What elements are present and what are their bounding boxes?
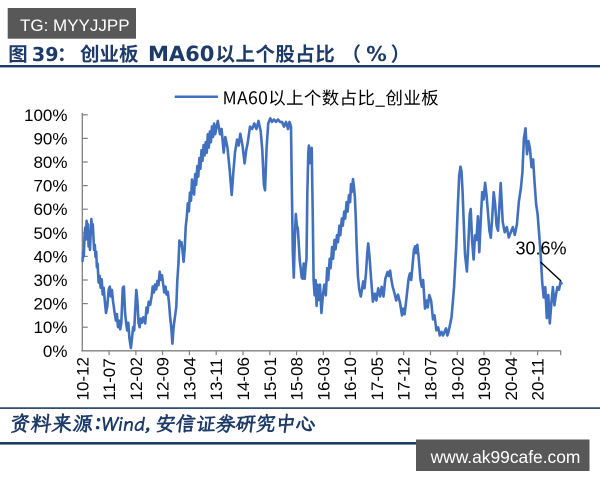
svg-text:15-01: 15-01 <box>261 357 280 400</box>
svg-text:50%: 50% <box>33 224 67 243</box>
svg-text:11-07: 11-07 <box>100 358 119 400</box>
svg-text:16-03: 16-03 <box>314 357 333 400</box>
svg-text:20%: 20% <box>33 295 67 314</box>
svg-text:10-12: 10-12 <box>73 357 92 400</box>
svg-text:17-12: 17-12 <box>395 357 414 400</box>
svg-text:12-02: 12-02 <box>127 357 146 400</box>
svg-text:16-10: 16-10 <box>341 357 360 400</box>
svg-text:70%: 70% <box>33 177 67 196</box>
svg-text:20-04: 20-04 <box>502 357 521 400</box>
svg-text:60%: 60% <box>33 200 67 219</box>
svg-text:www.ak99cafe.com: www.ak99cafe.com <box>430 447 581 467</box>
svg-text:19-09: 19-09 <box>475 357 494 400</box>
svg-text:17-05: 17-05 <box>368 357 387 400</box>
svg-text:30%: 30% <box>33 271 67 290</box>
svg-text:90%: 90% <box>33 129 67 148</box>
svg-text:14-06: 14-06 <box>234 357 253 400</box>
svg-text:30.6%: 30.6% <box>516 239 567 259</box>
svg-text:18-07: 18-07 <box>422 357 441 400</box>
svg-text:40%: 40% <box>33 247 67 266</box>
svg-text:13-04: 13-04 <box>180 357 199 400</box>
svg-text:20-11: 20-11 <box>529 358 548 400</box>
svg-text:100%: 100% <box>24 106 67 125</box>
svg-text:15-08: 15-08 <box>288 357 307 400</box>
svg-text:10%: 10% <box>33 318 67 337</box>
svg-text:80%: 80% <box>33 153 67 172</box>
svg-text:12-09: 12-09 <box>154 357 173 400</box>
svg-text:TG: MYYJJPP: TG: MYYJJPP <box>20 16 130 35</box>
svg-text:13-11: 13-11 <box>207 358 226 400</box>
svg-text:0%: 0% <box>43 342 68 361</box>
svg-text:19-02: 19-02 <box>448 357 467 400</box>
